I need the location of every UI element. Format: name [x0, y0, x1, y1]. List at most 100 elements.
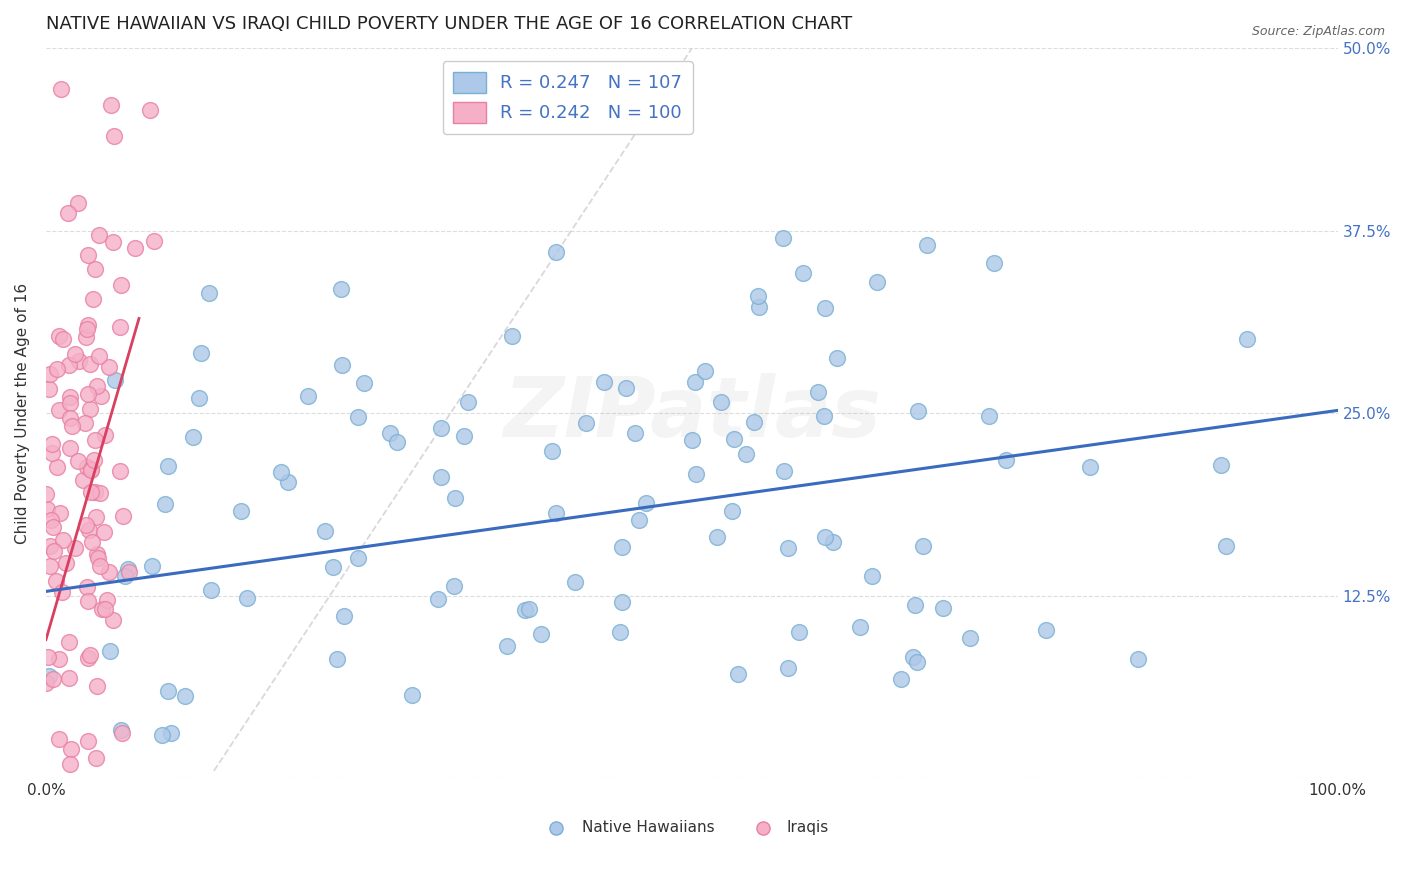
- Point: [112, 508, 135, 523]
- Point: [156, 458, 179, 473]
- Point: [546, 506, 568, 520]
- Point: [813, 409, 835, 424]
- Point: [73, 417, 96, 431]
- Point: [93, 524, 115, 539]
- Point: [322, 559, 344, 574]
- Point: [190, 345, 212, 359]
- Point: [426, 591, 449, 606]
- Point: [90, 389, 112, 403]
- Point: [39, 368, 62, 382]
- Point: [277, 475, 299, 489]
- Point: [63, 541, 86, 555]
- Point: [517, 602, 540, 616]
- Point: [97, 360, 120, 375]
- Point: [612, 540, 634, 554]
- Point: [66, 196, 89, 211]
- Point: [905, 656, 928, 670]
- Point: [76, 321, 98, 335]
- Point: [330, 358, 353, 372]
- Point: [848, 620, 870, 634]
- Point: [747, 289, 769, 303]
- Point: [706, 530, 728, 544]
- Point: [100, 98, 122, 112]
- Point: [59, 741, 82, 756]
- Point: [297, 389, 319, 403]
- Point: [37, 650, 59, 665]
- Point: [83, 484, 105, 499]
- Point: [86, 547, 108, 561]
- Text: Native Hawaiians: Native Hawaiians: [582, 821, 714, 835]
- Point: [103, 129, 125, 144]
- Point: [58, 358, 80, 372]
- Point: [87, 228, 110, 243]
- Point: [84, 262, 107, 277]
- Point: [41, 437, 63, 451]
- Point: [77, 523, 100, 537]
- Point: [890, 672, 912, 686]
- Point: [77, 248, 100, 262]
- Point: [80, 484, 103, 499]
- Point: [821, 535, 844, 549]
- Point: [198, 286, 221, 301]
- Point: [501, 328, 523, 343]
- Point: [79, 648, 101, 663]
- Point: [330, 281, 353, 295]
- Point: [46, 362, 69, 376]
- Point: [89, 558, 111, 573]
- Point: [513, 603, 536, 617]
- Point: [778, 541, 800, 556]
- Text: ZIPatlas: ZIPatlas: [503, 373, 880, 454]
- Point: [124, 241, 146, 255]
- Point: [807, 385, 830, 400]
- Point: [83, 453, 105, 467]
- Point: [76, 460, 98, 475]
- Point: [48, 403, 70, 417]
- Point: [49, 507, 72, 521]
- Point: [160, 726, 183, 740]
- Point: [94, 602, 117, 616]
- Point: [544, 244, 567, 259]
- Point: [994, 453, 1017, 467]
- Point: [76, 580, 98, 594]
- Point: [609, 625, 631, 640]
- Point: [776, 661, 799, 675]
- Point: [628, 513, 651, 527]
- Point: [111, 726, 134, 740]
- Point: [333, 608, 356, 623]
- Text: Iraqis: Iraqis: [786, 821, 828, 835]
- Point: [117, 561, 139, 575]
- Point: [346, 410, 368, 425]
- Point: [530, 627, 553, 641]
- Point: [87, 349, 110, 363]
- Point: [959, 632, 981, 646]
- Point: [46, 459, 69, 474]
- Point: [1078, 459, 1101, 474]
- Point: [35, 676, 58, 690]
- Point: [114, 568, 136, 582]
- Point: [983, 256, 1005, 270]
- Point: [87, 550, 110, 565]
- Point: [67, 454, 90, 468]
- Point: [752, 871, 775, 885]
- Point: [59, 756, 82, 771]
- Point: [82, 292, 104, 306]
- Point: [792, 266, 814, 280]
- Point: [1126, 651, 1149, 665]
- Point: [77, 594, 100, 608]
- Point: [58, 635, 80, 649]
- Point: [75, 330, 97, 344]
- Text: Source: ZipAtlas.com: Source: ZipAtlas.com: [1251, 25, 1385, 38]
- Point: [86, 679, 108, 693]
- Point: [96, 593, 118, 607]
- Point: [173, 689, 195, 703]
- Point: [63, 347, 86, 361]
- Point: [693, 364, 716, 378]
- Point: [51, 585, 73, 599]
- Point: [610, 595, 633, 609]
- Text: NATIVE HAWAIIAN VS IRAQI CHILD POVERTY UNDER THE AGE OF 16 CORRELATION CHART: NATIVE HAWAIIAN VS IRAQI CHILD POVERTY U…: [46, 15, 852, 33]
- Point: [59, 411, 82, 425]
- Point: [110, 463, 132, 477]
- Point: [429, 470, 451, 484]
- Point: [453, 429, 475, 443]
- Point: [650, 101, 672, 115]
